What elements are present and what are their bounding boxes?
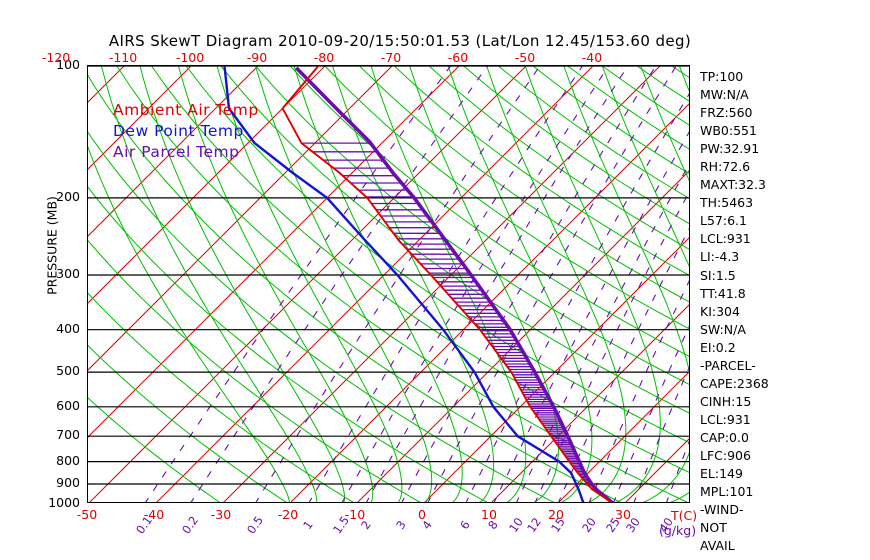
parameter-row: -PARCEL- (700, 357, 756, 373)
pressure-tick-500: 500 (56, 363, 80, 379)
parameter-row: MAXT:32.3 (700, 177, 766, 193)
parameter-row: TH:5463 (700, 195, 754, 211)
page-title: AIRS SkewT Diagram 2010-09-20/15:50:01.5… (108, 32, 692, 50)
parameter-row: EI:0.2 (700, 339, 736, 355)
parameter-row: LI:-4.3 (700, 249, 740, 265)
parameter-row: LCL:931 (700, 411, 751, 427)
parameter-row: WB0:551 (700, 123, 757, 139)
pressure-tick-800: 800 (56, 452, 80, 468)
top-temp-tick--80: -80 (313, 50, 335, 65)
parameter-row: TT:41.8 (700, 285, 746, 301)
bottom-temp-tick-30: 30 (615, 507, 631, 522)
temperature-axis-label: T(C) (671, 508, 698, 523)
mixing-ratio-tick-20: 20 (578, 514, 599, 536)
pressure-tick-900: 900 (56, 474, 80, 490)
pressure-tick-400: 400 (56, 320, 80, 336)
parameter-row: CINH:15 (700, 393, 752, 409)
bottom-temp-tick--10: -10 (344, 507, 366, 522)
parameter-row: KI:304 (700, 303, 740, 319)
parameter-row: TP:100 (700, 69, 744, 84)
parameter-row: CAPE:2368 (700, 375, 769, 391)
parameter-row: PW:32.91 (700, 141, 760, 157)
pressure-tick-600: 600 (56, 397, 80, 413)
top-temp-tick--50: -50 (514, 50, 536, 65)
parameter-row: SI:1.5 (700, 267, 736, 283)
mixing-ratio-tick-0.5: 0.5 (243, 513, 266, 537)
legend-dew-point-temp: Dew Point Temp (113, 122, 244, 140)
parameter-row: FRZ:560 (700, 105, 753, 121)
parameter-row: RH:72.6 (700, 159, 751, 175)
bottom-temp-tick--40: -40 (143, 507, 165, 522)
legend-ambient-air-temp: Ambient Air Temp (113, 101, 259, 119)
bottom-temp-tick-0: 0 (418, 507, 426, 522)
pressure-tick-700: 700 (56, 427, 80, 443)
skewt-plot-area (87, 65, 690, 503)
top-temp-tick--110: -110 (108, 50, 138, 65)
parameter-row: MPL:101 (700, 484, 754, 500)
skewt-plot-svg (88, 66, 689, 502)
bottom-temp-tick-10: 10 (481, 507, 497, 522)
bottom-temp-tick--20: -20 (277, 507, 299, 522)
parameter-row: EL:149 (700, 466, 743, 482)
top-temp-tick--70: -70 (380, 50, 402, 65)
pressure-tick-300: 300 (56, 265, 80, 281)
pressure-tick-200: 200 (56, 188, 80, 204)
parameter-row: L57:6.1 (700, 213, 747, 229)
parameter-row: SW:N/A (700, 321, 746, 337)
pressure-tick-100: 100 (56, 57, 80, 72)
parameter-row: NOT (700, 520, 727, 536)
parameter-panel: TP:100 MW:N/A FRZ:560 WB0:551 PW:32.91 RH:72.… (700, 68, 868, 555)
pressure-tick-1000: 1000 (48, 495, 80, 510)
legend-air-parcel-temp: Air Parcel Temp (113, 143, 240, 161)
mixing-ratio-axis-label: (g/kg) (659, 523, 697, 538)
bottom-temp-tick--50: -50 (76, 507, 98, 522)
top-temp-tick--90: -90 (246, 50, 268, 65)
bottom-temp-tick-20: 20 (548, 507, 564, 522)
top-temp-tick--40: -40 (581, 50, 603, 65)
parameter-row: LFC:906 (700, 447, 751, 463)
parameter-row: MW:N/A (700, 87, 749, 103)
mixing-ratio-tick-3: 3 (393, 517, 409, 533)
parameter-row: CAP:0.0 (700, 429, 749, 445)
top-temp-tick--120: -120 (41, 50, 71, 65)
bottom-temp-tick--30: -30 (210, 507, 232, 522)
mixing-ratio-tick-0.2: 0.2 (178, 513, 201, 537)
parameter-row: -WIND- (700, 502, 744, 518)
parameter-row: AVAIL (700, 538, 735, 554)
top-temp-tick--60: -60 (447, 50, 469, 65)
top-temp-tick--100: -100 (175, 50, 205, 65)
parameter-row: LCL:931 (700, 231, 751, 247)
